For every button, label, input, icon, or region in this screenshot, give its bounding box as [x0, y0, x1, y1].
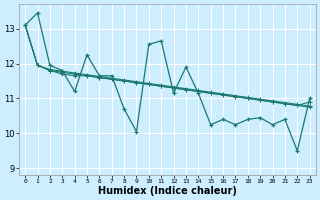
X-axis label: Humidex (Indice chaleur): Humidex (Indice chaleur): [98, 186, 237, 196]
